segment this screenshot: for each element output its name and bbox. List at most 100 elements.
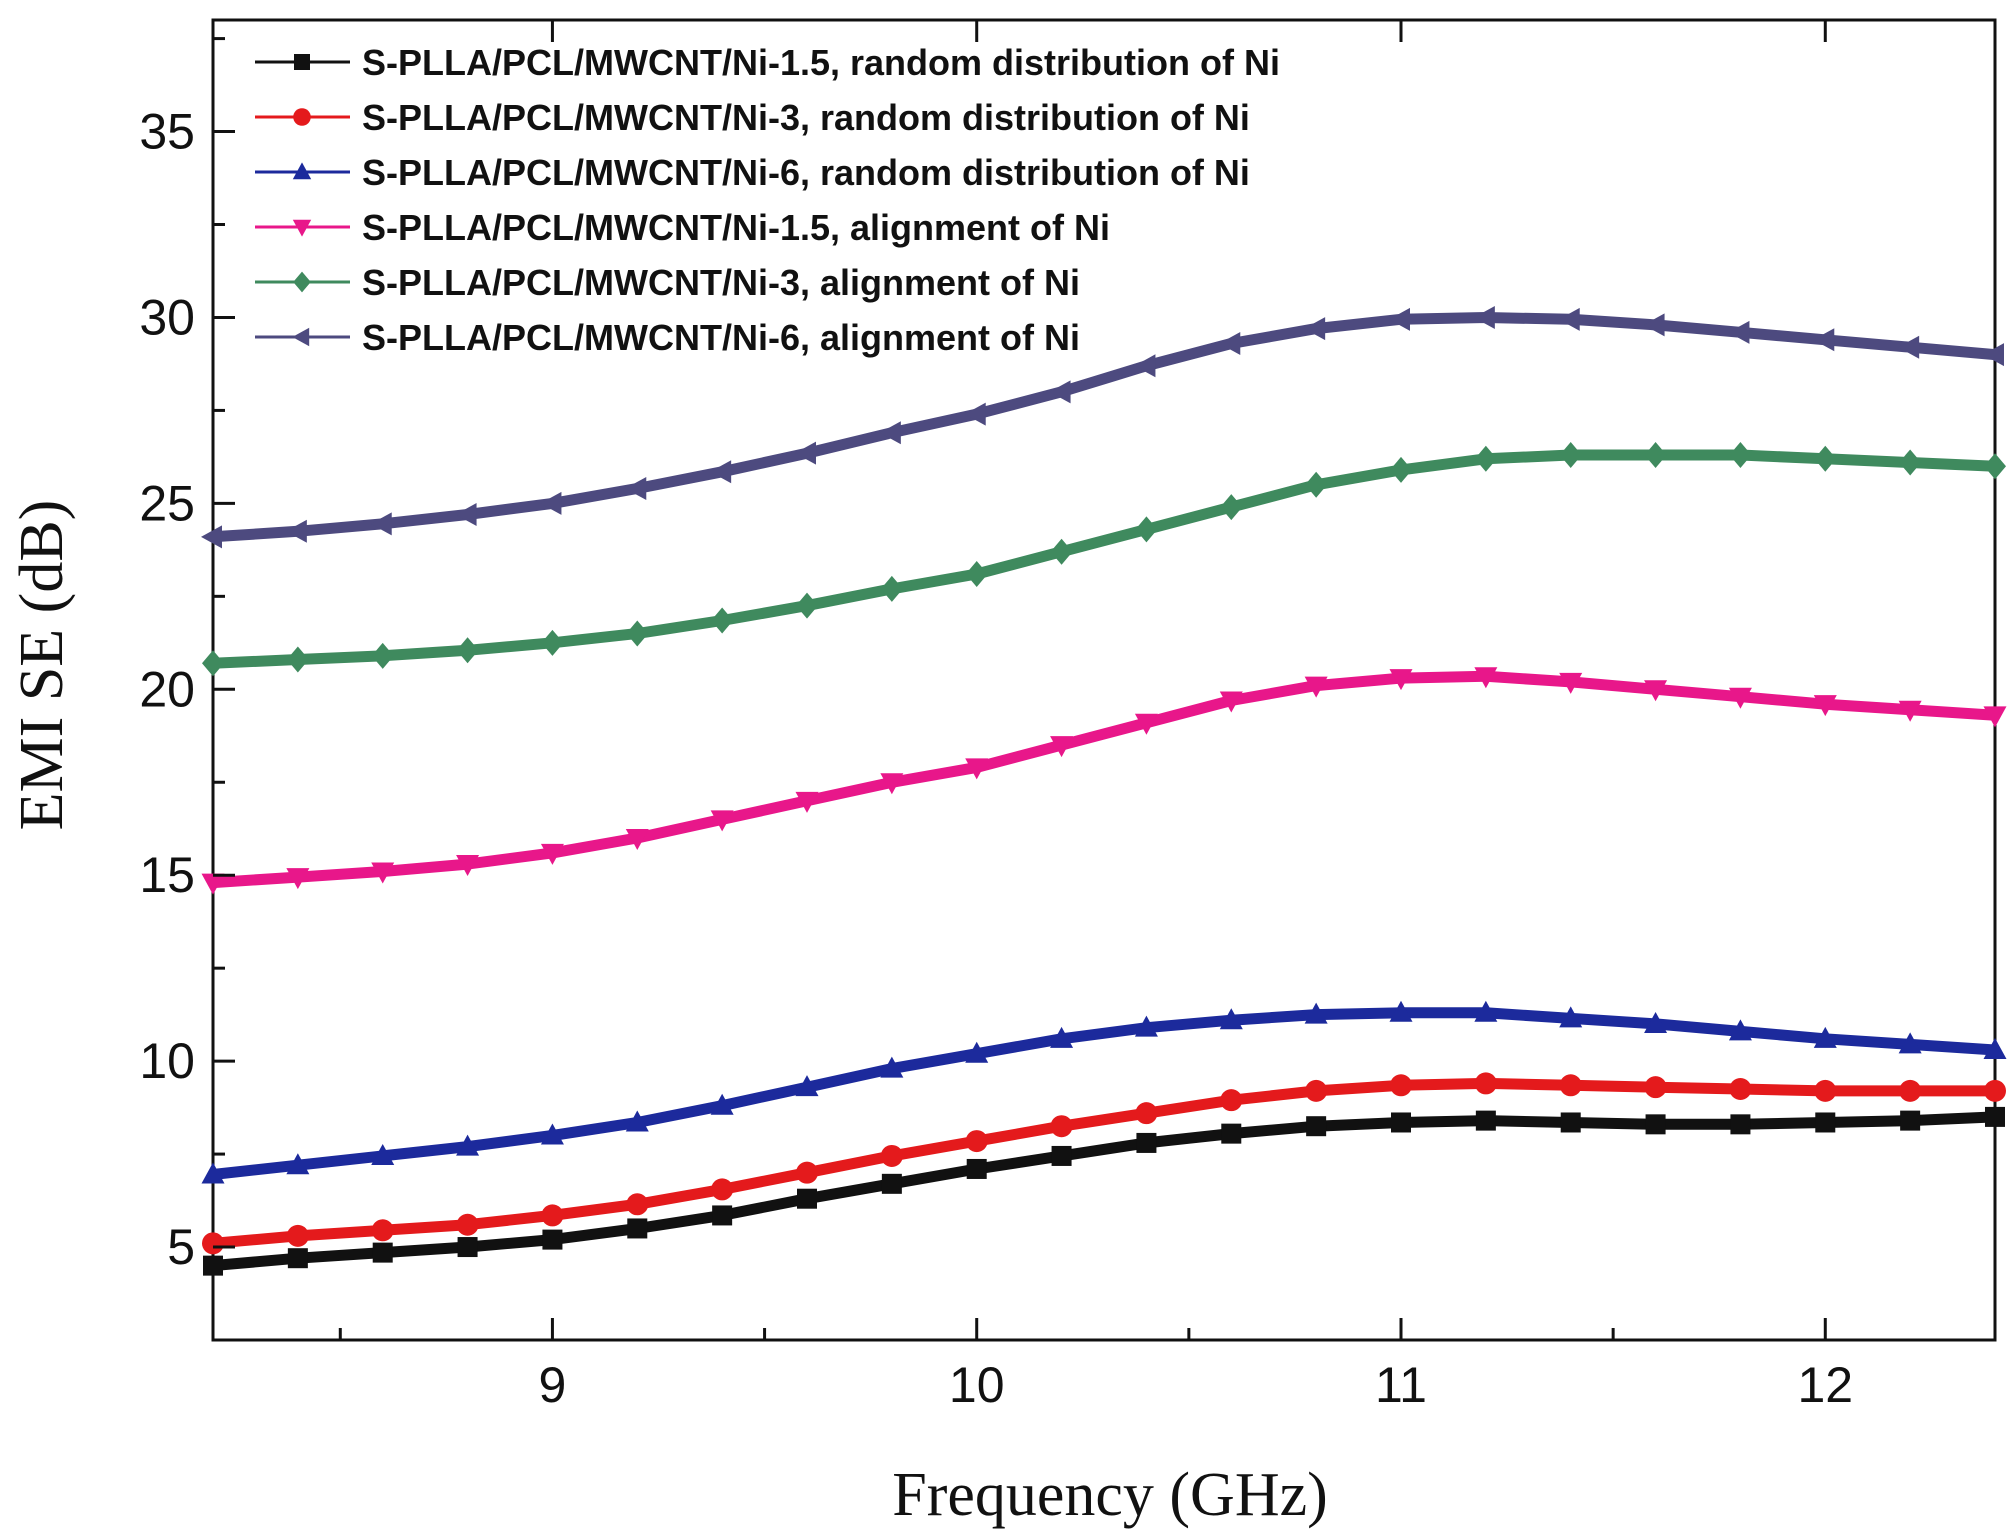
data-point [711,1178,734,1201]
legend-label: S-PLLA/PCL/MWCNT/Ni-1.5, random distribu… [362,42,1280,83]
data-point [1051,1145,1072,1166]
data-point [540,491,562,515]
data-point [1558,307,1580,331]
data-point [456,855,480,877]
series-line [207,449,2001,669]
data-point [965,1130,988,1153]
data-point [1728,687,1752,709]
data-point [1219,691,1243,713]
data-point [1983,1037,2007,1059]
data-point [880,575,903,602]
data-point [1135,1102,1158,1125]
series-6 [201,305,2004,549]
data-point [541,1204,564,1227]
legend-item: S-PLLA/PCL/MWCNT/Ni-3, random distributi… [255,97,1250,138]
y-tick-label: 25 [139,475,195,531]
data-point [1984,453,2006,480]
legend-item: S-PLLA/PCL/MWCNT/Ni-6, random distributi… [255,152,1250,193]
legend-item: S-PLLA/PCL/MWCNT/Ni-1.5, alignment of Ni [255,207,1110,248]
data-point [1389,307,1410,331]
data-point [796,592,818,619]
data-point [1304,676,1328,698]
legend-item: S-PLLA/PCL/MWCNT/Ni-3, alignment of Ni [255,262,1080,303]
data-point [1306,1116,1327,1137]
series-line [207,1007,2001,1180]
data-point [796,1161,818,1184]
series-line [207,312,2001,543]
legend-marker [293,108,311,126]
data-point [1134,1015,1158,1037]
data-point [1644,1011,1668,1033]
data-point [371,862,395,884]
data-point [1050,538,1073,565]
data-point [540,843,564,865]
data-point [1390,456,1412,483]
y-tick-label: 5 [167,1219,195,1275]
data-point [625,1110,649,1132]
data-point [371,1143,395,1165]
legend-label: S-PLLA/PCL/MWCNT/Ni-1.5, alignment of Ni [362,207,1110,248]
data-point [965,758,989,780]
data-point [1134,354,1156,378]
data-point [201,525,222,549]
data-point [625,829,649,851]
data-point [287,1248,308,1269]
data-point [1221,1123,1242,1144]
data-point [541,629,564,656]
plot-area [211,18,1997,1342]
y-tick-label: 30 [139,289,195,345]
data-point [1304,317,1326,341]
data-point [1984,1079,2006,1102]
data-point [1899,1079,1922,1102]
x-tick-label: 10 [949,1357,1005,1413]
data-point [371,642,394,669]
data-point [965,1041,989,1063]
data-point [1559,672,1583,694]
series-line [207,1077,2001,1249]
series-2 [202,1072,2006,1255]
data-point [966,1158,987,1179]
data-point [710,1093,734,1115]
y-tick-label: 15 [139,847,195,903]
legend-marker [292,219,312,237]
data-point [286,646,309,673]
data-point [627,1218,648,1239]
data-point [626,1193,649,1216]
data-point [880,1056,904,1078]
legend-marker [292,162,312,180]
data-point [1473,305,1495,329]
data-point [1135,516,1158,543]
data-point [879,421,901,445]
data-point [1474,1000,1498,1022]
data-point [1136,1132,1157,1153]
legend-label: S-PLLA/PCL/MWCNT/Ni-3, alignment of Ni [362,262,1080,303]
data-point [1474,667,1498,689]
data-point [456,1213,479,1236]
data-point [201,1162,225,1184]
data-point [880,773,904,795]
data-point [1050,1115,1073,1138]
data-point [1049,380,1071,404]
axes-layer: 9 10 11 12 5 10 15 20 25 30 35 [139,20,1853,1413]
data-point [711,607,734,634]
data-point [1815,1112,1836,1133]
data-point [1730,1114,1751,1135]
data-point [201,873,225,895]
data-point [1305,471,1328,498]
data-point [1474,445,1497,472]
data-point [1645,1114,1666,1135]
legend: S-PLLA/PCL/MWCNT/Ni-1.5, random distribu… [255,42,1280,358]
data-point [1220,494,1243,521]
data-point [1559,1074,1582,1097]
data-point [1813,1026,1837,1048]
legend-marker [292,327,310,347]
legend-label: S-PLLA/PCL/MWCNT/Ni-3, random distributi… [362,97,1250,138]
data-point [1050,1026,1074,1048]
data-point [372,1242,393,1263]
data-point [1813,695,1837,717]
data-point [795,791,819,813]
y-tick-label: 35 [139,104,195,160]
data-point [1474,1072,1497,1095]
y-tick-label: 10 [139,1033,195,1089]
series-line [207,670,2001,889]
